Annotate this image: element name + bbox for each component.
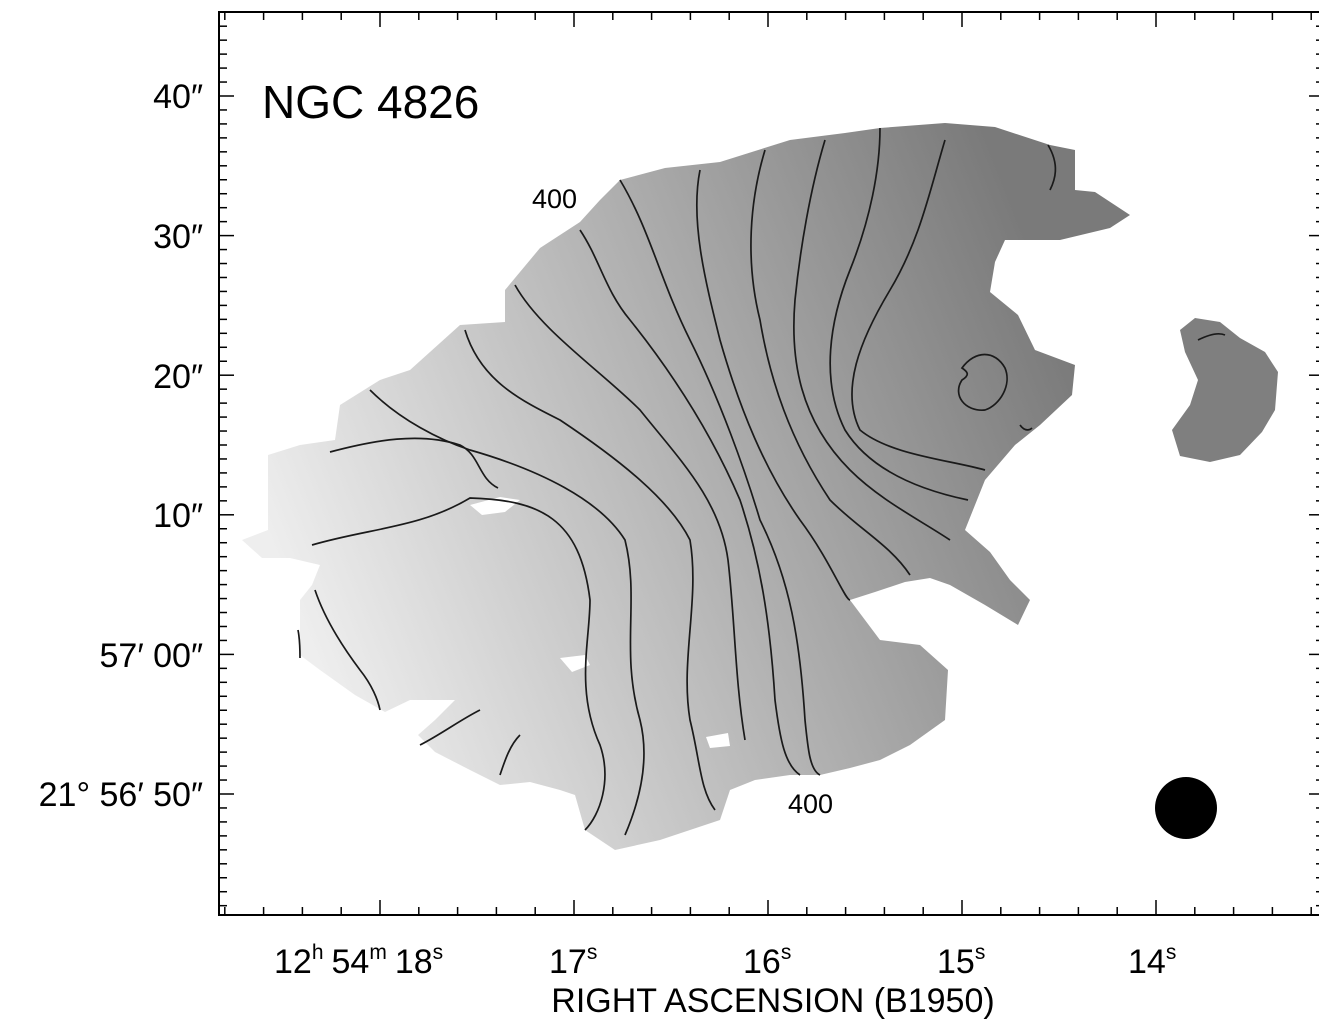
- beam-marker: [1155, 777, 1217, 839]
- main-emission-region: [242, 123, 1130, 850]
- contour-line: [695, 169, 851, 601]
- x-tick-label: 16s: [743, 941, 791, 981]
- plot-frame: [218, 11, 1319, 916]
- y-tick-label: 20″: [153, 358, 203, 396]
- chart-title: NGC 4826: [262, 76, 479, 128]
- east-emission-blob: [1172, 318, 1278, 462]
- x-axis-title: RIGHT ASCENSION (B1950): [551, 982, 994, 1020]
- contour-line: [829, 127, 969, 501]
- contour-line: [750, 149, 911, 576]
- contour-line: [514, 284, 746, 741]
- contour-line: [792, 139, 951, 541]
- contour-line: [579, 229, 801, 776]
- y-tick-label: 10″: [153, 497, 203, 535]
- contour-line: [297, 629, 301, 659]
- y-tick-label: 40″: [153, 78, 203, 116]
- contour-line: [419, 709, 481, 746]
- y-tick-label: 57′ 00″: [100, 637, 204, 675]
- x-tick-label: 12h 54m 18s: [274, 941, 443, 981]
- contour-line: [619, 179, 821, 776]
- contour-line: [314, 589, 381, 711]
- y-tick-label: 30″: [153, 218, 203, 256]
- x-tick-label: 17s: [549, 941, 597, 981]
- contour-line: [1019, 424, 1033, 431]
- contour-line: [1197, 332, 1226, 341]
- contour-label: 400: [532, 184, 577, 214]
- contour-line: [311, 497, 606, 831]
- gap-3: [706, 733, 730, 748]
- contour-line: [499, 734, 521, 776]
- contour-line: [957, 353, 1008, 411]
- contour-line: [851, 139, 986, 471]
- contour-line: [369, 389, 645, 836]
- contour-line: [1047, 144, 1057, 191]
- velocity-map: [242, 123, 1278, 850]
- x-tick-label: 15s: [937, 941, 985, 981]
- gap-2: [560, 655, 590, 672]
- contour-line: [464, 329, 716, 811]
- x-tick-label: 14s: [1128, 941, 1176, 981]
- y-axis-ticks: [219, 25, 1319, 907]
- contour-label: 400: [788, 789, 833, 819]
- velocity-contours: [297, 127, 1226, 836]
- x-axis-ticks: [224, 12, 1312, 915]
- y-tick-label: 21° 56′ 50″: [39, 776, 203, 814]
